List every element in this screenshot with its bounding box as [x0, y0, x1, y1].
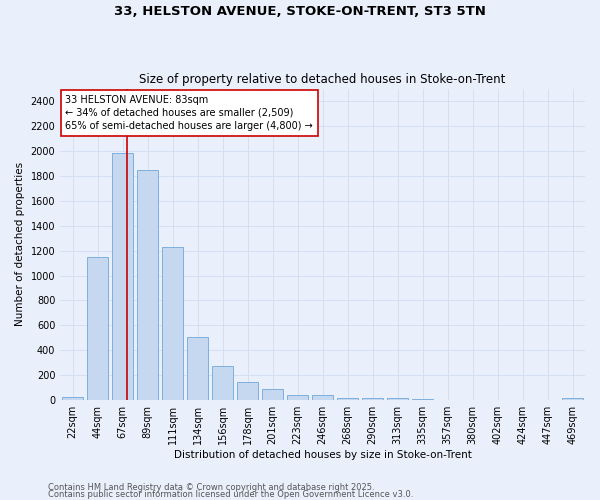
Title: Size of property relative to detached houses in Stoke-on-Trent: Size of property relative to detached ho… [139, 73, 506, 86]
Bar [562, 398, 583, 400]
Text: 33 HELSTON AVENUE: 83sqm
← 34% of detached houses are smaller (2,509)
65% of sem: 33 HELSTON AVENUE: 83sqm ← 34% of detach… [65, 95, 313, 131]
Bar [237, 382, 258, 400]
Text: Contains public sector information licensed under the Open Government Licence v3: Contains public sector information licen… [48, 490, 413, 499]
Bar [137, 170, 158, 400]
Bar [112, 154, 133, 400]
Bar [312, 395, 333, 400]
Bar [287, 395, 308, 400]
Bar [87, 257, 108, 400]
Y-axis label: Number of detached properties: Number of detached properties [15, 162, 25, 326]
Bar [62, 397, 83, 400]
Bar [362, 398, 383, 400]
Bar [387, 398, 408, 400]
Bar [162, 247, 183, 400]
Bar [262, 389, 283, 400]
Text: 33, HELSTON AVENUE, STOKE-ON-TRENT, ST3 5TN: 33, HELSTON AVENUE, STOKE-ON-TRENT, ST3 … [114, 5, 486, 18]
Text: Contains HM Land Registry data © Crown copyright and database right 2025.: Contains HM Land Registry data © Crown c… [48, 484, 374, 492]
X-axis label: Distribution of detached houses by size in Stoke-on-Trent: Distribution of detached houses by size … [173, 450, 472, 460]
Bar [412, 399, 433, 400]
Bar [212, 366, 233, 400]
Bar [187, 336, 208, 400]
Bar [337, 398, 358, 400]
